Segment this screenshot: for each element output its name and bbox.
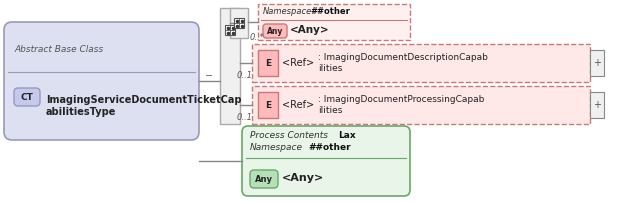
Text: E: E (265, 101, 271, 109)
Bar (252, 86, 590, 124)
FancyBboxPatch shape (242, 126, 410, 196)
Text: Namespace: Namespace (263, 6, 312, 16)
Text: Process Contents: Process Contents (250, 130, 328, 140)
Text: 0..1: 0..1 (237, 114, 253, 122)
Text: 0..1: 0..1 (237, 72, 253, 81)
Text: ImagingServiceDocumentTicketCap
abilitiesType: ImagingServiceDocumentTicketCap abilitie… (46, 95, 241, 117)
Text: Abstract Base Class: Abstract Base Class (14, 45, 103, 55)
Bar (225, 25, 235, 35)
Text: <Ref>: <Ref> (282, 58, 314, 68)
Text: CT: CT (21, 93, 34, 101)
Text: <Any>: <Any> (290, 25, 330, 35)
FancyBboxPatch shape (4, 22, 199, 140)
Text: Namespace: Namespace (250, 143, 303, 153)
Text: 0..*: 0..* (250, 34, 265, 42)
Text: : ImagingDocumentDescriptionCapab
ilities: : ImagingDocumentDescriptionCapab ilitie… (318, 53, 488, 73)
Bar (258, 4, 410, 40)
Bar (252, 44, 590, 82)
FancyBboxPatch shape (14, 88, 40, 106)
Bar (220, 8, 240, 124)
Text: +: + (593, 58, 601, 68)
Bar (234, 18, 244, 28)
Bar (590, 50, 604, 76)
Text: ##other: ##other (310, 6, 350, 16)
Bar (258, 50, 278, 76)
Bar (230, 8, 248, 38)
Text: <Any>: <Any> (282, 173, 324, 183)
Bar (590, 92, 604, 118)
FancyBboxPatch shape (250, 170, 278, 188)
Text: Lax: Lax (338, 130, 356, 140)
Text: −: − (205, 71, 213, 81)
Bar (258, 92, 278, 118)
Text: E: E (265, 59, 271, 67)
Text: Any: Any (267, 26, 283, 36)
Text: : ImagingDocumentProcessingCapab
ilities: : ImagingDocumentProcessingCapab ilities (318, 95, 485, 115)
FancyBboxPatch shape (263, 24, 287, 38)
Text: ##other: ##other (308, 143, 351, 153)
Text: +: + (593, 100, 601, 110)
Text: <Ref>: <Ref> (282, 100, 314, 110)
Text: Any: Any (255, 175, 273, 183)
